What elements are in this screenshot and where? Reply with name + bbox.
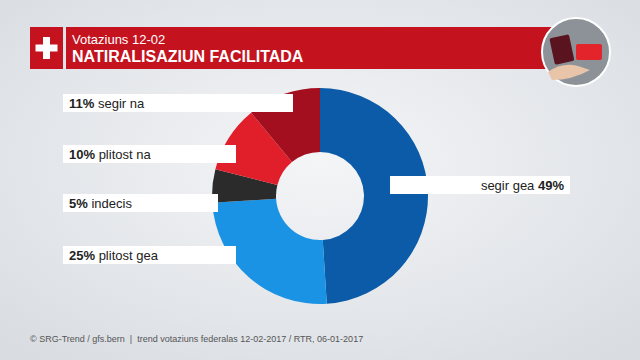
title: NATIRALISAZIUN FACILITADA — [72, 48, 304, 65]
icon-passport — [549, 34, 574, 65]
background — [0, 0, 640, 360]
label-category: indecis — [88, 196, 133, 211]
label-box — [390, 176, 570, 194]
data-label: 5% indecis — [69, 196, 132, 211]
header: Votaziuns 12-02NATIRALISAZIUN FACILITADA — [30, 27, 566, 69]
data-label: 25% plitost gea — [69, 248, 159, 263]
swiss-cross — [36, 45, 58, 52]
label-box — [63, 194, 218, 212]
label-category: plitost gea — [95, 248, 159, 263]
icon-hand — [548, 65, 590, 80]
label-category: segir na — [94, 96, 145, 111]
icon-circle — [542, 18, 610, 86]
source-note: © SRG-Trend / gfs.bern | trend votaziuns… — [30, 334, 363, 344]
icon — [542, 18, 610, 86]
label-value: 10% — [69, 147, 95, 162]
chart: Votaziuns 12-02NATIRALISAZIUN FACILITADA… — [0, 0, 640, 360]
title-bar — [66, 27, 566, 69]
label-box — [63, 246, 236, 264]
data-label: 11% segir na — [69, 96, 145, 111]
label-value: 11% — [69, 96, 95, 111]
icon-card — [576, 44, 602, 60]
donut — [212, 88, 428, 304]
slice — [320, 88, 428, 304]
label-value: 49% — [538, 178, 564, 193]
label-value: 25% — [69, 248, 95, 263]
data-label: 10% plitost na — [69, 147, 151, 162]
label-box — [63, 145, 236, 163]
label-box — [63, 94, 293, 112]
label-category: segir gea — [481, 178, 538, 193]
data-label: segir gea 49% — [481, 178, 565, 193]
data-labels: segir gea 49% 25% plitost gea 5% indecis 10… — [63, 94, 570, 264]
subtitle: Votaziuns 12-02 — [72, 32, 165, 47]
label-category: plitost na — [95, 147, 151, 162]
flag-box — [30, 27, 63, 69]
label-value: 5% — [69, 196, 88, 211]
